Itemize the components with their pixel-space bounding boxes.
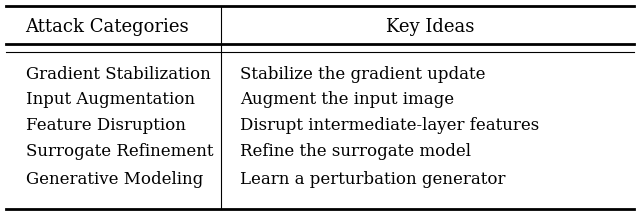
Text: Generative Modeling: Generative Modeling bbox=[26, 171, 203, 188]
Text: Disrupt intermediate-layer features: Disrupt intermediate-layer features bbox=[240, 117, 540, 134]
Text: Refine the surrogate model: Refine the surrogate model bbox=[240, 143, 471, 160]
Text: Augment the input image: Augment the input image bbox=[240, 91, 454, 109]
Text: Attack Categories: Attack Categories bbox=[26, 18, 189, 36]
Text: Surrogate Refinement: Surrogate Refinement bbox=[26, 143, 213, 160]
Text: Feature Disruption: Feature Disruption bbox=[26, 117, 186, 134]
Text: Input Augmentation: Input Augmentation bbox=[26, 91, 195, 109]
Text: Stabilize the gradient update: Stabilize the gradient update bbox=[240, 66, 486, 83]
Text: Key Ideas: Key Ideas bbox=[386, 18, 475, 36]
Text: Learn a perturbation generator: Learn a perturbation generator bbox=[240, 171, 506, 188]
Text: Gradient Stabilization: Gradient Stabilization bbox=[26, 66, 211, 83]
